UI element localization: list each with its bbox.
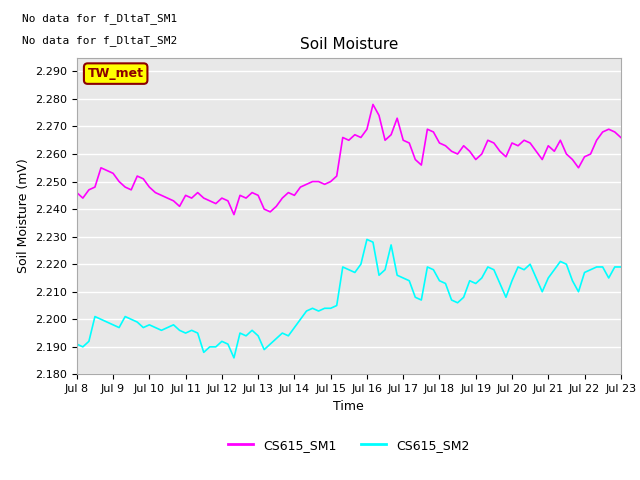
Text: TW_met: TW_met [88,67,144,80]
Legend: CS615_SM1, CS615_SM2: CS615_SM1, CS615_SM2 [223,434,475,457]
Y-axis label: Soil Moisture (mV): Soil Moisture (mV) [17,158,29,274]
Text: No data for f_DltaT_SM2: No data for f_DltaT_SM2 [22,36,178,47]
Title: Soil Moisture: Soil Moisture [300,37,398,52]
Text: No data for f_DltaT_SM1: No data for f_DltaT_SM1 [22,13,178,24]
X-axis label: Time: Time [333,400,364,413]
